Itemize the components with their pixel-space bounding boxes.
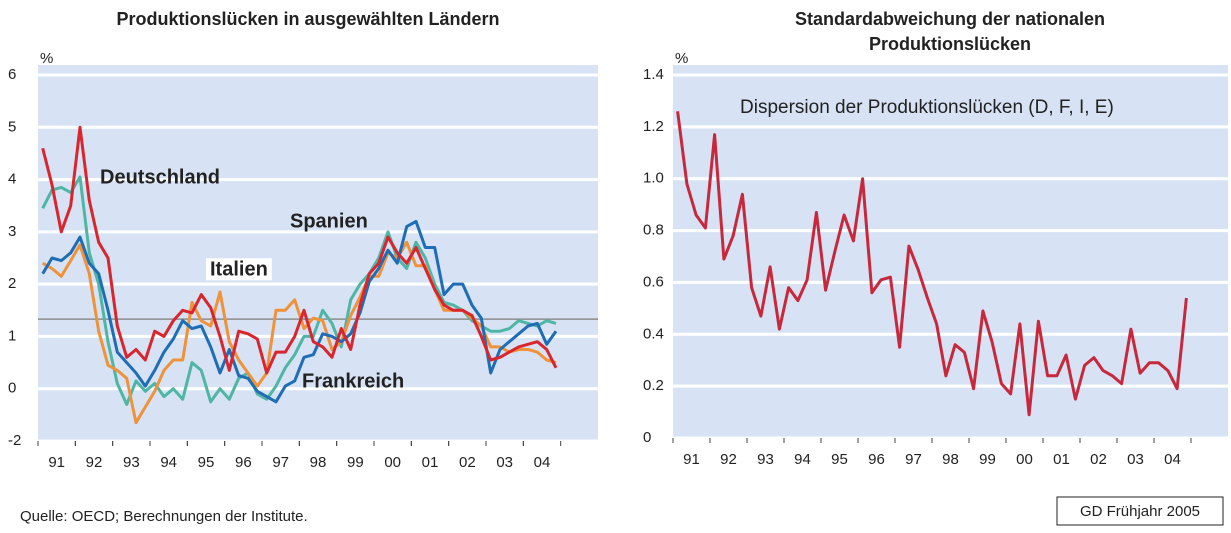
x-tick-label: 96 bbox=[235, 454, 252, 471]
x-tick-label: 93 bbox=[123, 454, 140, 471]
badge-box bbox=[1056, 496, 1224, 526]
y-tick-label: 0.4 bbox=[643, 325, 664, 342]
y-unit: % bbox=[40, 50, 53, 67]
series-line bbox=[676, 111, 1188, 417]
x-tick-label: 94 bbox=[160, 454, 177, 471]
x-tick-label: 01 bbox=[1053, 451, 1070, 468]
y-tick-label: -2 bbox=[8, 432, 21, 449]
y-tick-label: 0.8 bbox=[643, 222, 664, 239]
series-line bbox=[41, 125, 558, 375]
chart-title: Produktionslücken bbox=[869, 34, 1031, 54]
y-tick-label: 4 bbox=[8, 171, 16, 188]
y-tick-label: 1.2 bbox=[643, 118, 664, 135]
y-tick-label: 6 bbox=[8, 66, 16, 83]
y-unit: % bbox=[675, 50, 688, 67]
x-tick-label: 02 bbox=[1090, 451, 1107, 468]
x-tick-label: 00 bbox=[384, 454, 401, 471]
y-tick-label: 5 bbox=[8, 118, 16, 135]
y-tick-label: 1.4 bbox=[643, 66, 664, 83]
series-label: Spanien bbox=[290, 210, 368, 232]
x-tick-label: 91 bbox=[683, 451, 700, 468]
series-line bbox=[41, 175, 557, 406]
chart-title: Standardabweichung der nationalen bbox=[795, 9, 1105, 29]
x-tick-label: 99 bbox=[347, 454, 364, 471]
series-line bbox=[41, 240, 557, 425]
x-tick-label: 04 bbox=[534, 454, 551, 471]
x-tick-label: 91 bbox=[48, 454, 65, 471]
x-tick-label: 01 bbox=[422, 454, 439, 471]
x-tick-label: 04 bbox=[1164, 451, 1181, 468]
chart-title: Produktionslücken in ausgewählten Länder… bbox=[116, 9, 499, 29]
x-tick-label: 03 bbox=[1127, 451, 1144, 468]
series-label: Italien bbox=[210, 258, 268, 280]
x-tick-label: 00 bbox=[1016, 451, 1033, 468]
series-label-bg bbox=[206, 258, 272, 281]
x-tick-label: 95 bbox=[831, 451, 848, 468]
x-tick-label: 97 bbox=[272, 454, 289, 471]
x-tick-label: 96 bbox=[868, 451, 885, 468]
x-tick-label: 97 bbox=[905, 451, 922, 468]
y-tick-label: 1 bbox=[8, 327, 16, 344]
y-tick-label: 1.0 bbox=[643, 170, 664, 187]
y-tick-label: 3 bbox=[8, 223, 16, 240]
series-label: Dispersion der Produktionslücken (D, F, … bbox=[740, 97, 1114, 118]
x-tick-label: 99 bbox=[979, 451, 996, 468]
x-tick-label: 92 bbox=[86, 454, 103, 471]
series-label: Frankreich bbox=[302, 370, 404, 392]
x-tick-label: 93 bbox=[757, 451, 774, 468]
series-label: Deutschland bbox=[100, 166, 220, 188]
y-tick-label: 0 bbox=[643, 429, 651, 446]
badge: GD Frühjahr 2005 bbox=[1080, 503, 1200, 520]
x-tick-label: 02 bbox=[459, 454, 476, 471]
x-tick-label: 03 bbox=[496, 454, 513, 471]
y-tick-label: 0.2 bbox=[643, 377, 664, 394]
y-tick-label: 0.6 bbox=[643, 273, 664, 290]
x-tick-label: 98 bbox=[310, 454, 327, 471]
source: Quelle: OECD; Berechnungen der Institute… bbox=[20, 508, 308, 525]
x-tick-label: 92 bbox=[720, 451, 737, 468]
x-tick-label: 94 bbox=[794, 451, 811, 468]
y-tick-label: 2 bbox=[8, 275, 16, 292]
series-line bbox=[41, 219, 558, 404]
x-tick-label: 98 bbox=[942, 451, 959, 468]
x-tick-label: 95 bbox=[198, 454, 215, 471]
y-tick-label: 0 bbox=[8, 380, 16, 397]
plot-area bbox=[673, 65, 1228, 438]
